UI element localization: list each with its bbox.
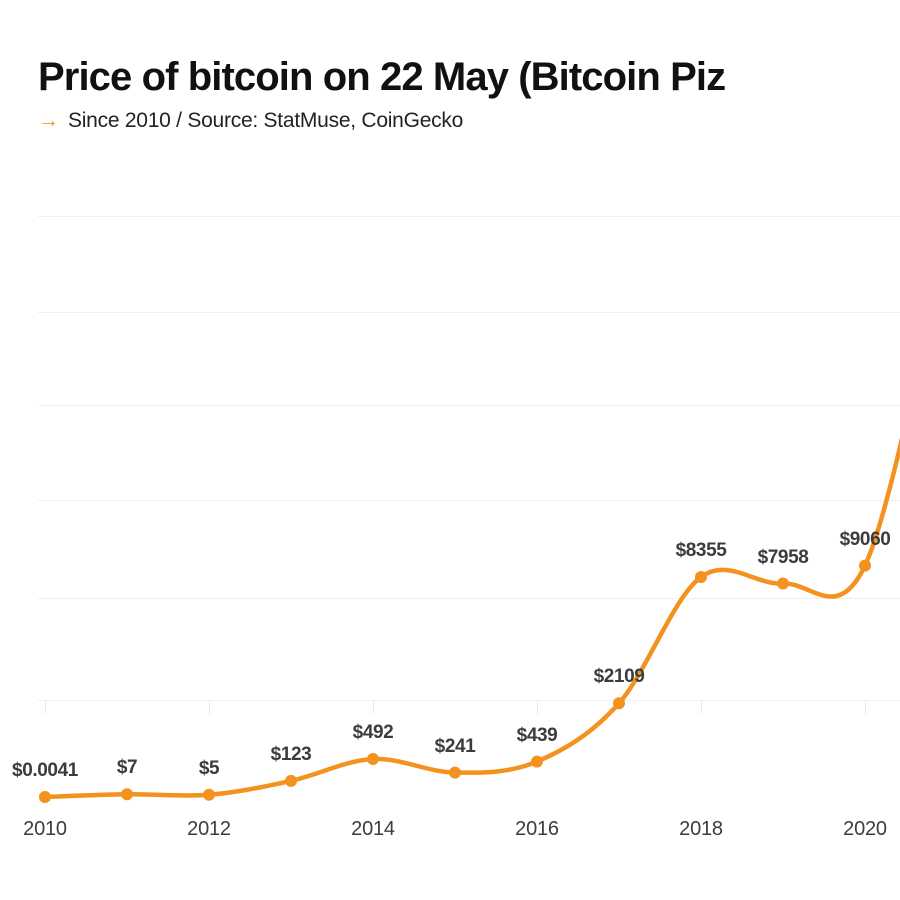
data-point-label: $7958 [757, 546, 809, 568]
gridline [38, 405, 900, 406]
data-point[interactable] [449, 766, 461, 779]
data-point[interactable] [695, 570, 707, 583]
x-tick-mark [209, 700, 210, 714]
series-path [42, 437, 900, 800]
data-point-label: $241 [434, 735, 476, 757]
x-axis-label: 2012 [187, 818, 231, 840]
data-point[interactable] [285, 774, 297, 787]
gridline [38, 216, 900, 217]
gridline [38, 598, 900, 599]
data-point[interactable] [203, 788, 215, 801]
x-tick-mark [701, 700, 702, 714]
arrow-right-icon: → [38, 108, 59, 132]
data-point[interactable] [531, 755, 543, 768]
data-point[interactable] [121, 788, 133, 801]
data-point-label: $2109 [593, 666, 645, 688]
page-title: Price of bitcoin on 22 May (Bitcoin Piz [38, 55, 726, 99]
data-point[interactable] [39, 790, 51, 803]
data-point-label: $123 [270, 743, 312, 765]
x-tick-mark [865, 700, 866, 714]
x-tick-mark [537, 700, 538, 714]
data-point-label: $439 [516, 724, 558, 746]
x-tick-mark [45, 700, 46, 714]
data-point-label: $5 [198, 757, 220, 779]
gridline [38, 700, 900, 701]
x-axis-label: 2014 [351, 818, 395, 840]
x-axis-label: 2010 [23, 818, 67, 840]
subtitle-row: → Since 2010 / Source: StatMuse, CoinGec… [38, 109, 900, 133]
chart-header: Price of bitcoin on 22 May (Bitcoin Piz … [38, 56, 900, 133]
x-axis-label: 2020 [843, 818, 887, 840]
data-point-label: $0.0041 [12, 759, 78, 781]
data-point[interactable] [367, 752, 379, 765]
x-tick-mark [373, 700, 374, 714]
x-axis-label: 2018 [679, 818, 723, 840]
x-axis-label: 2016 [515, 818, 559, 840]
data-point-label: $7 [116, 757, 138, 779]
gridline [38, 312, 900, 313]
data-point-label: $9060 [839, 528, 891, 550]
data-point[interactable] [777, 577, 789, 590]
data-point[interactable] [859, 559, 871, 572]
data-point-label: $8355 [675, 539, 727, 561]
chart-subtitle: Since 2010 / Source: StatMuse, CoinGecko [68, 109, 464, 132]
gridline [38, 500, 900, 501]
data-point-label: $492 [352, 721, 394, 743]
